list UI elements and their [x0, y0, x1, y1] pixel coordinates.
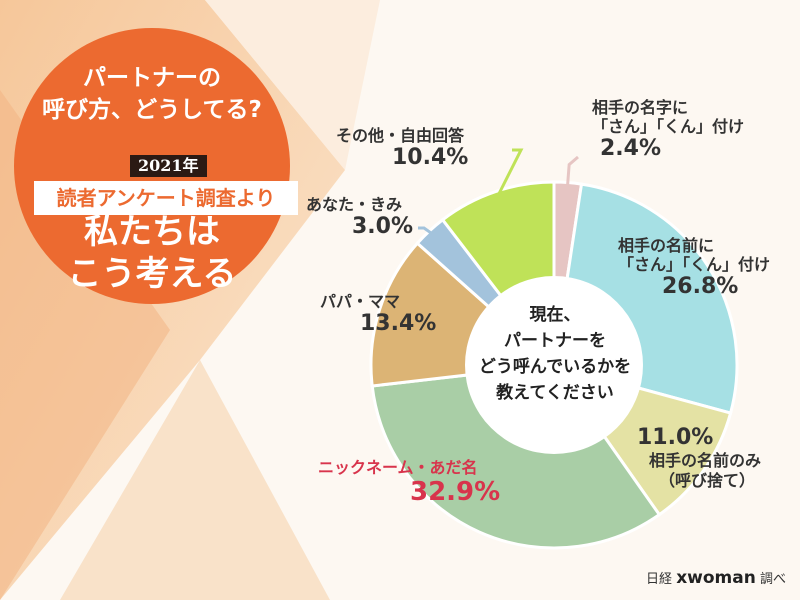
badge-sub-line1: 私たちは: [84, 212, 220, 252]
badge-sub-line2: こう考える: [67, 254, 237, 294]
slice-nickname: [370, 363, 662, 550]
label-percent: 13.4%: [360, 311, 437, 337]
label-papa-mama: パパ・ママ 13.4%: [320, 292, 436, 338]
label-percent: 10.4%: [392, 145, 469, 171]
source-brand: xwoman: [676, 568, 756, 588]
label-text: ニックネーム・あだ名: [318, 458, 478, 477]
source-pre: 日経: [646, 572, 673, 587]
label-percent: 26.8%: [662, 274, 739, 300]
center-question-line: 教えてください: [496, 383, 614, 403]
bg-shape-upper: [205, 0, 380, 170]
label-percent: 11.0%: [637, 425, 714, 450]
label-percent: 2.4%: [600, 136, 662, 162]
label-text: 「さん」「くん」付け: [592, 117, 745, 137]
label-text: 相手の名前のみ: [649, 451, 762, 471]
donut-center-hole: [465, 276, 643, 454]
source-credit: 日経 xwoman 調べ: [646, 568, 786, 588]
label-text: 相手の名前に: [618, 236, 715, 255]
center-question: 現在、 パートナーを どう呼んでいるかを 教えてください: [465, 302, 645, 406]
label-text: その他・自由回答: [336, 126, 465, 145]
label-text: 「さん」「くん」付け: [618, 255, 771, 275]
label-other: その他・自由回答 10.4%: [336, 126, 468, 172]
badge-year: 2021年: [130, 155, 207, 177]
center-question-line: 現在、: [529, 305, 581, 325]
label-firstname-san: 相手の名前に 「さん」「くん」付け 26.8%: [618, 236, 770, 301]
title-badge: パートナーの 呼び方、どうしてる? 2021年 読者アンケート調査より 私たちは…: [14, 28, 298, 304]
center-question-line: パートナーを: [504, 331, 606, 351]
badge-title-line2: 呼び方、どうしてる?: [42, 97, 262, 123]
label-anata-kimi: あなた・きみ 3.0%: [306, 195, 413, 241]
label-text: あなた・きみ: [306, 195, 403, 214]
label-text: 相手の名字に: [592, 98, 689, 117]
badge-survey-label: 読者アンケート調査より: [34, 181, 298, 215]
badge-title-line1: パートナーの: [83, 65, 221, 91]
bg-shape-lower: [60, 360, 330, 600]
label-text: （呼び捨て）: [659, 470, 756, 490]
leader-line: [566, 155, 579, 187]
source-post: 調べ: [759, 572, 786, 587]
center-question-line: どう呼んでいるかを: [478, 357, 632, 377]
label-text: パパ・ママ: [320, 292, 401, 311]
leader-line: [418, 226, 434, 236]
label-surname-san: 相手の名字に 「さん」「くん」付け 2.4%: [592, 98, 744, 163]
label-nickname: ニックネーム・あだ名 32.9%: [318, 458, 500, 508]
label-percent: 3.0%: [352, 214, 414, 240]
leader-line: [495, 148, 524, 199]
label-firstname-only: 11.0% 相手の名前のみ （呼び捨て）: [637, 425, 761, 490]
label-percent: 32.9%: [410, 477, 501, 508]
